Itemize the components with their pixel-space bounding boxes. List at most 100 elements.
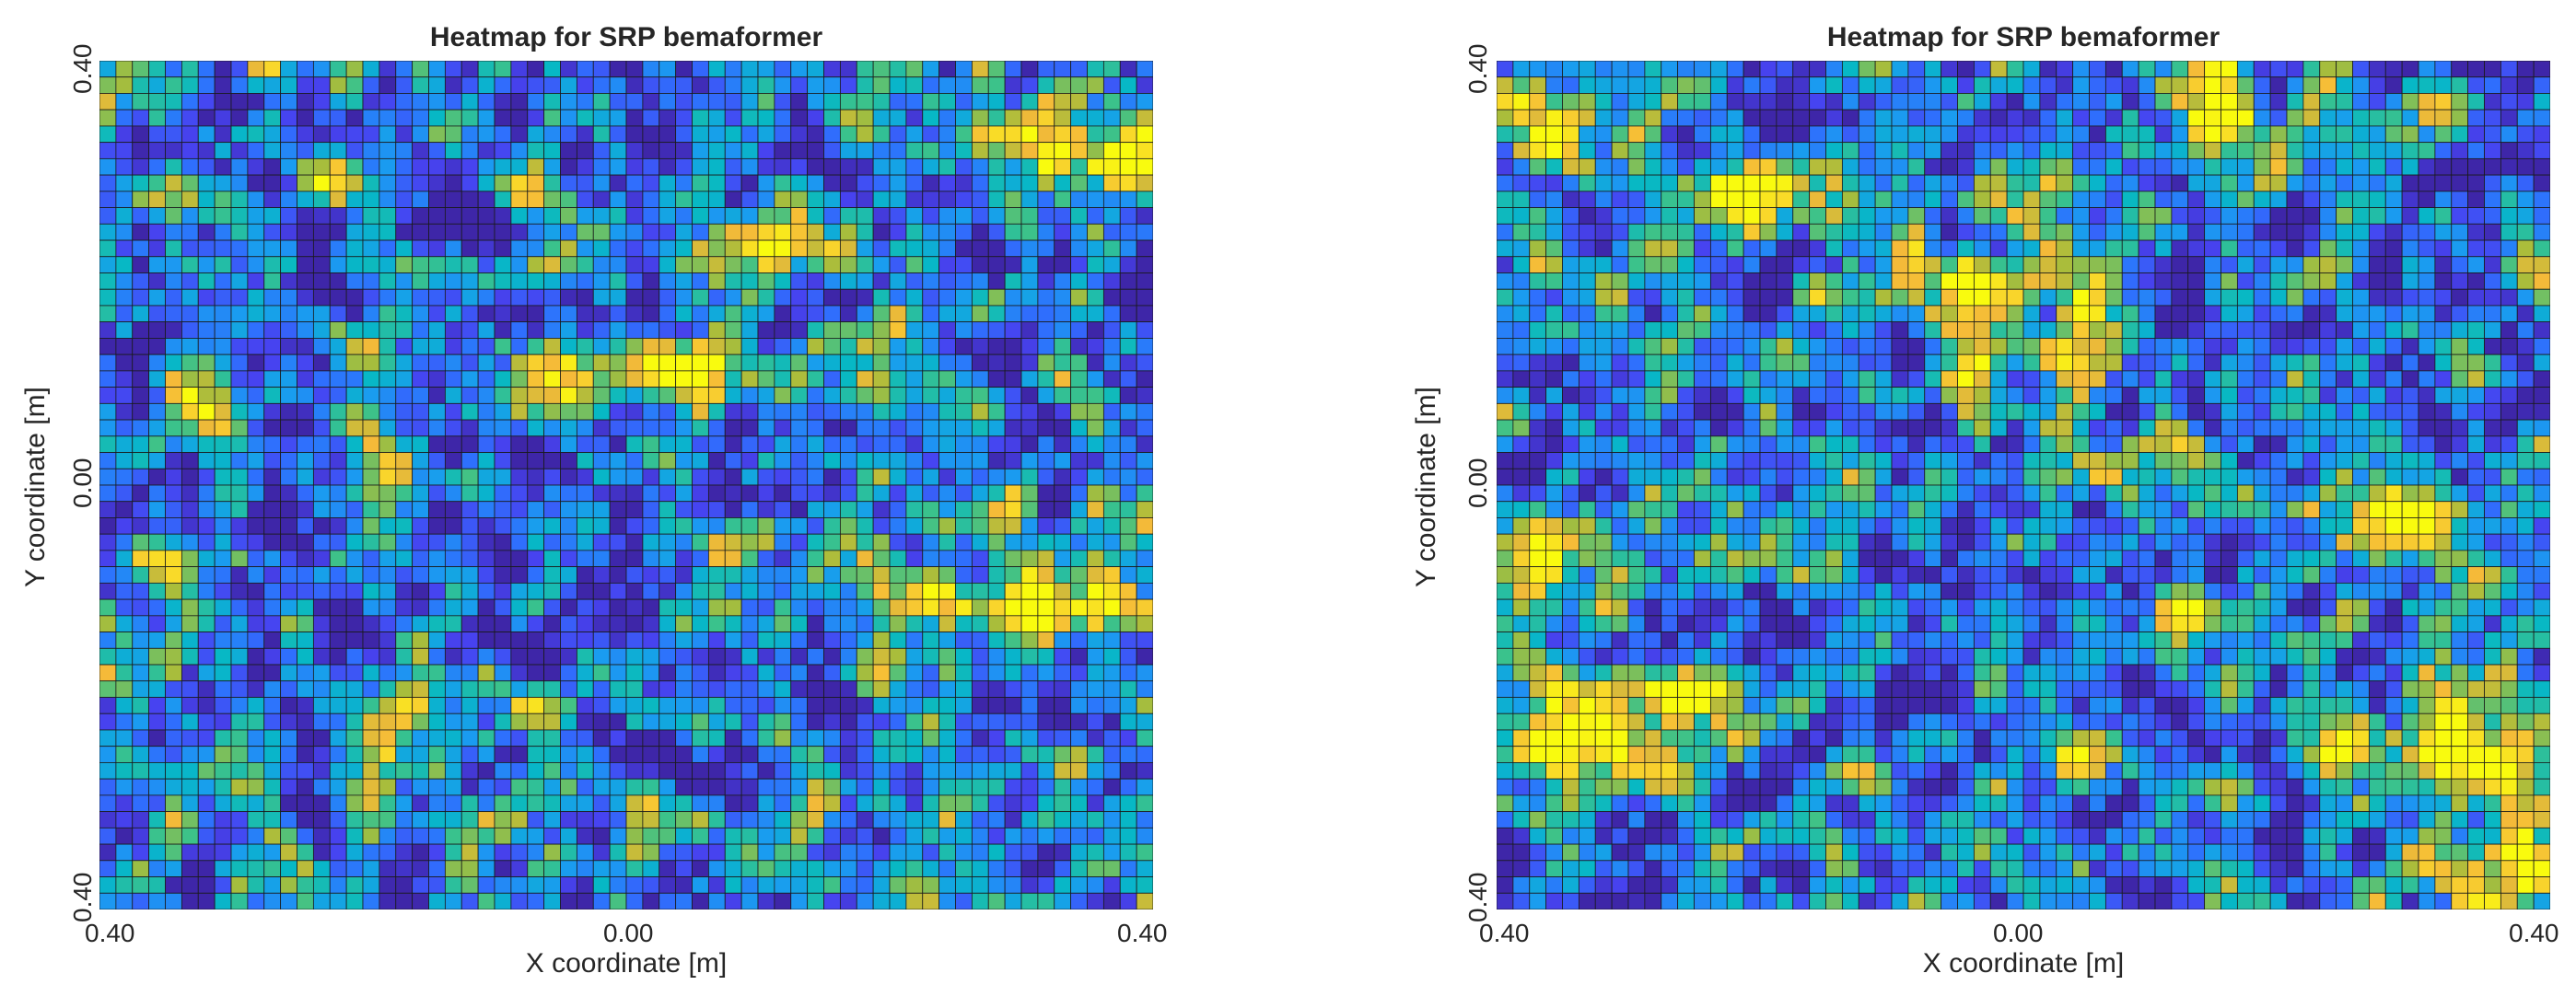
heatmap-cell xyxy=(938,582,956,600)
heatmap-cell xyxy=(1545,76,1563,94)
heatmap-cell xyxy=(2467,256,2485,273)
heatmap-cell xyxy=(757,664,775,682)
heatmap-cell xyxy=(757,157,775,176)
heatmap-cell xyxy=(2467,207,2485,225)
heatmap-cell xyxy=(1545,452,1563,469)
heatmap-cell xyxy=(576,566,594,584)
heatmap-cell xyxy=(477,664,495,682)
heatmap-cell xyxy=(1907,223,1926,241)
heatmap-cell xyxy=(659,157,677,176)
heatmap-cell xyxy=(692,892,709,910)
heatmap-cell xyxy=(922,860,940,877)
heatmap-cell xyxy=(1809,288,1826,307)
heatmap-cell xyxy=(329,778,347,796)
heatmap-cell xyxy=(280,598,297,617)
heatmap-cell xyxy=(922,109,940,127)
heatmap-cell xyxy=(1136,370,1153,388)
heatmap-cell xyxy=(115,501,134,518)
heatmap-cell xyxy=(1070,419,1088,437)
heatmap-cell xyxy=(1512,157,1531,176)
heatmap-cell xyxy=(823,288,841,307)
heatmap-cell xyxy=(1004,321,1022,339)
heatmap-cell xyxy=(938,387,956,404)
heatmap-cell xyxy=(494,207,512,225)
heatmap-cell xyxy=(1102,125,1121,144)
heatmap-cell xyxy=(823,876,841,894)
heatmap-cell xyxy=(312,321,331,339)
heatmap-cell xyxy=(2434,452,2453,469)
heatmap-cell xyxy=(938,501,956,518)
heatmap-cell xyxy=(148,256,166,273)
heatmap-cell xyxy=(1497,109,1514,127)
heatmap-cell xyxy=(2516,402,2535,421)
heatmap-cell xyxy=(2516,452,2535,469)
heatmap-cell xyxy=(987,93,1006,110)
heatmap-cell xyxy=(955,664,973,682)
heatmap-cell xyxy=(774,174,792,192)
heatmap-cell xyxy=(1545,387,1563,404)
heatmap-cell xyxy=(675,615,693,632)
heatmap-cell xyxy=(1054,387,1072,404)
heatmap-cell xyxy=(1020,272,1039,290)
heatmap-cell xyxy=(132,631,150,649)
heatmap-cell xyxy=(395,598,414,617)
heatmap-cell xyxy=(576,550,594,568)
heatmap-cell xyxy=(1941,338,1958,355)
heatmap-cell xyxy=(2138,402,2156,421)
heatmap-cell xyxy=(675,811,693,828)
heatmap-cell xyxy=(2022,338,2041,355)
heatmap-cell xyxy=(148,109,166,127)
heatmap-cell xyxy=(1743,256,1761,273)
heatmap-cell xyxy=(609,647,627,666)
heatmap-cell xyxy=(856,533,874,551)
heatmap-cell xyxy=(444,239,462,258)
heatmap-cell xyxy=(428,876,446,894)
heatmap-cell xyxy=(1907,435,1926,453)
heatmap-cell xyxy=(642,860,660,877)
heatmap-cell xyxy=(247,876,265,894)
heatmap-cell xyxy=(297,746,314,763)
heatmap-cell xyxy=(971,272,989,290)
heatmap-cell xyxy=(1054,484,1072,503)
heatmap-cell xyxy=(460,125,479,144)
heatmap-cell xyxy=(510,860,529,877)
heatmap-cell xyxy=(1020,353,1039,372)
heatmap-cell xyxy=(971,125,989,144)
heatmap-cell xyxy=(1941,207,1958,225)
heatmap-cell xyxy=(312,533,331,551)
heatmap-cell xyxy=(444,272,462,290)
heatmap-cell xyxy=(1512,76,1531,94)
heatmap-cell xyxy=(379,468,397,486)
heatmap-cell xyxy=(329,615,347,632)
heatmap-cell xyxy=(740,125,759,144)
heatmap-cell xyxy=(280,468,297,486)
heatmap-cell xyxy=(1694,223,1711,241)
heatmap-cell xyxy=(1924,272,1942,290)
heatmap-cell xyxy=(460,843,479,862)
heatmap-cell xyxy=(2319,338,2337,355)
heatmap-cell xyxy=(165,288,182,307)
heatmap-cell xyxy=(1054,794,1072,813)
heatmap-cell xyxy=(1136,680,1153,698)
heatmap-cell xyxy=(724,61,742,78)
heatmap-cell xyxy=(692,746,709,763)
heatmap-cell xyxy=(1611,191,1629,208)
heatmap-cell xyxy=(115,157,134,176)
heatmap-cell xyxy=(132,239,150,258)
heatmap-cell xyxy=(510,468,529,486)
heatmap-cell xyxy=(839,125,857,144)
heatmap-cell xyxy=(1776,353,1794,372)
heatmap-cell xyxy=(1037,305,1055,323)
heatmap-cell xyxy=(1136,794,1153,813)
heatmap-cell xyxy=(345,305,364,323)
heatmap-cell xyxy=(115,680,134,698)
heatmap-cell xyxy=(543,550,561,568)
heatmap-cell xyxy=(1054,860,1072,877)
heatmap-cell xyxy=(428,256,446,273)
heatmap-cell xyxy=(99,157,117,176)
heatmap-cell xyxy=(592,288,611,307)
heatmap-cell xyxy=(527,125,545,144)
heatmap-cell xyxy=(444,550,462,568)
heatmap-cell xyxy=(1694,387,1711,404)
heatmap-cell xyxy=(872,435,891,453)
